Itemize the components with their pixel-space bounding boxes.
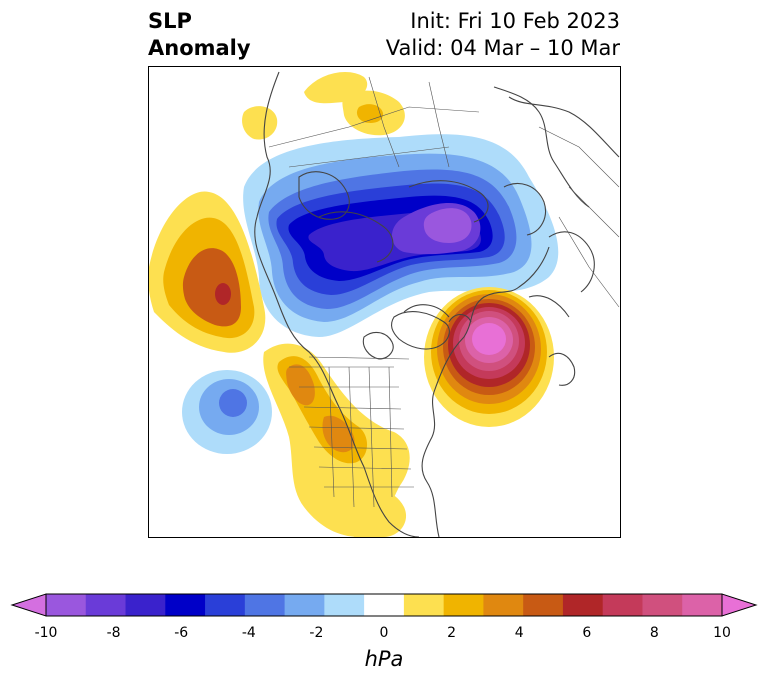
- north-atlantic-high-anomaly: [424, 287, 554, 427]
- colorbar-tick-label: 0: [379, 625, 389, 641]
- title-line-2: Anomaly: [148, 36, 251, 60]
- map-title: SLP Anomaly: [148, 8, 251, 62]
- colorbar-segment: [244, 594, 286, 616]
- colorbar-segment: [642, 594, 683, 616]
- colorbar-segment: [85, 594, 127, 616]
- colorbar-max-arrow: [721, 593, 758, 617]
- init-date: Init: Fri 10 Feb 2023: [410, 9, 620, 33]
- colorbar-segment: [165, 594, 206, 616]
- colorbar-tick-label: -6: [174, 625, 189, 641]
- colorbar-segments: [46, 594, 723, 616]
- colorbar-segment: [483, 594, 524, 616]
- siberia-high-anomaly: [242, 72, 405, 140]
- valid-date: Valid: 04 Mar – 10 Mar: [385, 36, 620, 60]
- colorbar-tick-label: -4: [241, 625, 256, 641]
- colorbar-tick-label: 8: [649, 625, 659, 641]
- colorbar-segment: [205, 594, 246, 616]
- colorbar-segment: [602, 594, 643, 616]
- date-info: Init: Fri 10 Feb 2023 Valid: 04 Mar – 10…: [386, 8, 620, 62]
- map-canvas: [149, 71, 620, 537]
- colorbar-tick-label: -10: [34, 625, 58, 641]
- colorbar-segment: [443, 594, 484, 616]
- colorbar-segment: [682, 594, 723, 616]
- colorbar-segment: [46, 594, 87, 616]
- colorbar-tick-label: 2: [447, 625, 457, 641]
- east-pacific-low-anomaly: [182, 370, 272, 454]
- north-pacific-high-anomaly: [149, 191, 266, 353]
- colorbar-tick-label: 6: [582, 625, 592, 641]
- colorbar-segment: [364, 594, 405, 616]
- title-line-1: SLP: [148, 9, 192, 33]
- political-borders: [268, 76, 620, 508]
- anomaly-fields: [149, 72, 559, 537]
- colorbar-segment: [125, 594, 166, 616]
- colorbar-segment: [324, 594, 365, 616]
- colorbar-tick-label: -2: [309, 625, 324, 641]
- colorbar-min-arrow: [10, 593, 47, 617]
- colorbar: [10, 593, 758, 617]
- colorbar-tick-label: 10: [713, 625, 731, 641]
- coastlines: [254, 71, 620, 537]
- slp-anomaly-map: [148, 66, 621, 538]
- colorbar-segment: [284, 594, 325, 616]
- colorbar-segment: [403, 594, 445, 616]
- colorbar-outline: [45, 593, 723, 617]
- colorbar-segment: [562, 594, 604, 616]
- colorbar-segment: [523, 594, 564, 616]
- colorbar-units: hPa: [364, 647, 404, 671]
- colorbar-tick-label: 4: [514, 625, 524, 641]
- colorbar-tick-label: -8: [106, 625, 121, 641]
